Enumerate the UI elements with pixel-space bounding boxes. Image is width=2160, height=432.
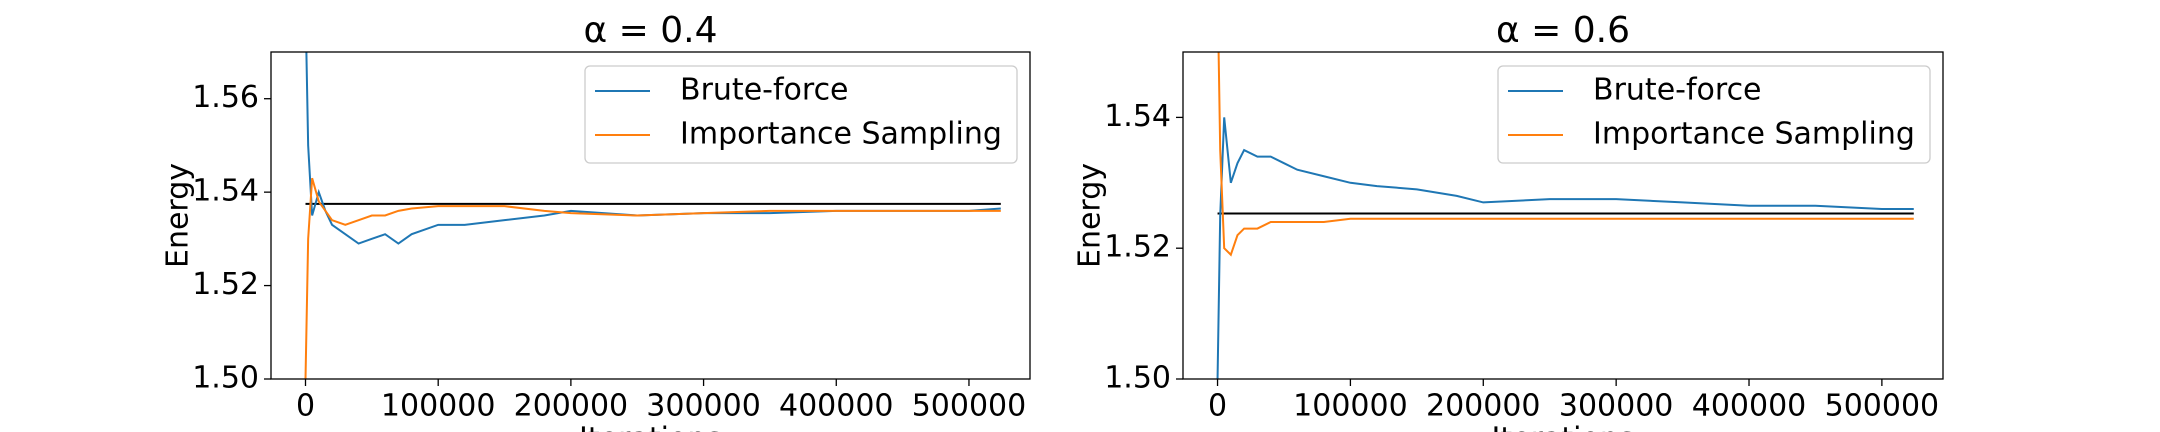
x-tick-label: 100000 [381, 389, 496, 424]
chart-title: α = 0.6 [1496, 10, 1630, 51]
legend-label: Brute-force [1593, 73, 1762, 108]
x-axis-label: Iterations [1492, 422, 1635, 432]
plot-area [1216, 52, 1914, 379]
legend: Brute-force Importance Sampling [584, 65, 1018, 164]
x-tick-label: 400000 [779, 389, 894, 424]
x-tick-label: 300000 [1559, 389, 1674, 424]
x-tick-label: 100000 [1293, 389, 1408, 424]
chart-title: α = 0.4 [583, 10, 717, 51]
x-tick-label: 500000 [912, 389, 1027, 424]
y-tick-label: 1.54 [192, 174, 259, 209]
x-tick-label: 0 [1208, 389, 1227, 424]
y-tick-label: 1.50 [192, 361, 259, 396]
x-tick-label: 200000 [1426, 389, 1541, 424]
x-axis-label: Iterations [579, 422, 722, 432]
x-tick-label: 400000 [1692, 389, 1807, 424]
y-tick-label: 1.54 [1104, 99, 1171, 134]
y-tick-label: 1.50 [1104, 361, 1171, 396]
x-tick-label: 300000 [646, 389, 761, 424]
x-tick-label: 200000 [514, 389, 629, 424]
legend-box [1497, 65, 1931, 164]
data-line [1216, 117, 1914, 379]
subplot: α = 0.4 Iterations Energy 0 100000 200000 3000… [161, 10, 1031, 432]
subplot: α = 0.6 Iterations Energy 0 100000 200000 3000… [1073, 10, 1944, 432]
legend-label: Importance Sampling [680, 117, 1002, 152]
x-tick-label: 500000 [1825, 389, 1940, 424]
y-tick-label: 1.52 [1104, 230, 1171, 265]
y-tick-label: 1.56 [192, 80, 259, 115]
y-axis-label: Energy [1073, 163, 1108, 268]
y-tick-label: 1.52 [192, 267, 259, 302]
x-tick-label: 0 [296, 389, 315, 424]
y-axis-label: Energy [161, 163, 196, 268]
legend-label: Importance Sampling [1593, 117, 1915, 152]
legend: Brute-force Importance Sampling [1497, 65, 1931, 164]
data-line [304, 177, 1001, 379]
axes-frame [270, 51, 1031, 380]
legend-box [584, 65, 1018, 164]
axes-frame [1182, 51, 1944, 380]
data-line [1217, 52, 1914, 257]
plot-area [304, 52, 1001, 379]
legend-label: Brute-force [680, 73, 849, 108]
